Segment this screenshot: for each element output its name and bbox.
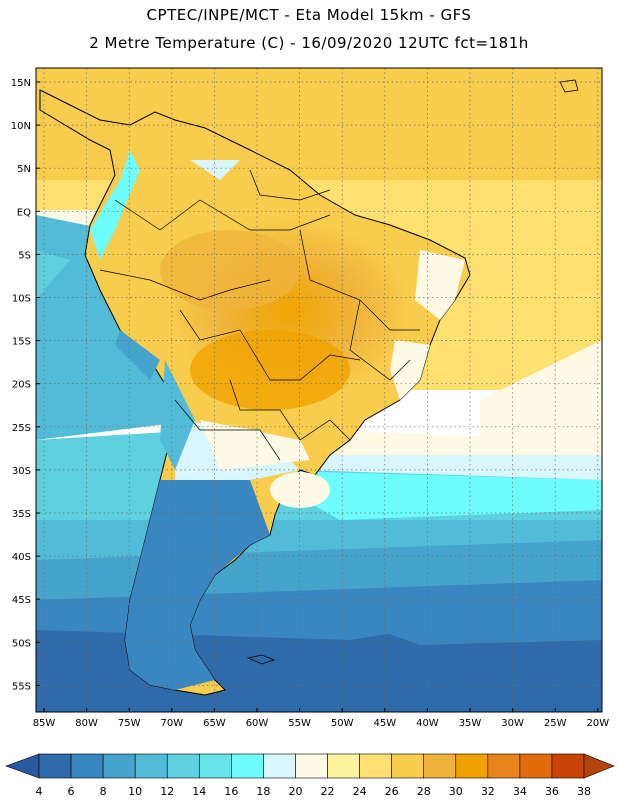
longitude-label: 25W [544, 718, 567, 729]
longitude-label: 45W [373, 718, 396, 729]
colorbar-segment [70, 753, 104, 779]
latitude-label: 50S [12, 638, 31, 649]
longitude-label: 30W [501, 718, 524, 729]
colorbar-segment [359, 753, 392, 779]
longitude-label: 80W [75, 718, 98, 729]
colorbar [5, 753, 615, 779]
latitude-label: 20S [12, 380, 31, 391]
latitude-label: 5N [17, 164, 31, 175]
latitude-label: 55S [12, 681, 31, 692]
colorbar-label: 28 [417, 785, 431, 798]
graticule [36, 68, 602, 712]
longitude-label: 20W [586, 718, 609, 729]
colorbar-label: 6 [68, 785, 75, 798]
longitude-label: 65W [203, 718, 226, 729]
latitude-label: 45S [12, 595, 31, 606]
colorbar-segment [455, 753, 489, 779]
colorbar-segment [295, 753, 328, 779]
longitude-label: 50W [331, 718, 354, 729]
colorbar-segment [198, 753, 232, 779]
longitude-label: 70W [160, 718, 183, 729]
colorbar-label: 26 [385, 785, 399, 798]
longitude-label: 35W [459, 718, 482, 729]
colorbar-labels: 4 6 8 10 12 14 16 18 20 22 24 26 28 30 32 34 36 38 [36, 785, 592, 798]
longitude-label: 75W [118, 718, 141, 729]
latitude-label: 35S [12, 509, 31, 520]
colorbar-segment [263, 753, 296, 779]
colorbar-segment [102, 753, 136, 779]
colorbar-label: 12 [160, 785, 174, 798]
colorbar-label: 32 [481, 785, 495, 798]
latitude-label: 15N [11, 78, 31, 89]
longitude-label: 60W [246, 718, 269, 729]
colorbar-label: 22 [321, 785, 335, 798]
colorbar-segment [38, 753, 72, 779]
colorbar-segment [391, 753, 425, 779]
latitude-labels: 15N 10N 5N EQ 5S 10S 15S 20S 25S 30S 35S 40S 45S 50S 5… [11, 78, 40, 692]
longitude-label: 85W [33, 718, 56, 729]
longitude-label: 40W [416, 718, 439, 729]
colorbar-label: 24 [353, 785, 367, 798]
colorbar-segment [423, 753, 457, 779]
colorbar-segment [231, 753, 264, 779]
latitude-label: 25S [12, 423, 31, 434]
colorbar-label: 16 [224, 785, 238, 798]
country-borders [99, 169, 420, 461]
latitude-label: 40S [12, 552, 31, 563]
map-title-line-1: CPTEC/INPE/MCT - Eta Model 15km - GFS [146, 6, 472, 24]
colorbar-segment [551, 753, 585, 779]
latitude-label: 10N [11, 121, 31, 132]
map-field [36, 68, 602, 712]
colorbar-label: 30 [449, 785, 463, 798]
latitude-label: EQ [17, 207, 31, 218]
longitude-labels: 85W 80W 75W 70W 65W 60W 55W 50W 45W 40W 35W 30W 25W 2… [33, 708, 609, 729]
latitude-label: 15S [12, 337, 31, 348]
colorbar-segment [519, 753, 553, 779]
colorbar-low-arrow [5, 753, 40, 779]
colorbar-label: 38 [577, 785, 591, 798]
colorbar-segment [327, 753, 360, 779]
colorbar-label: 14 [192, 785, 206, 798]
map-title-line-2: 2 Metre Temperature (C) - 16/09/2020 12U… [89, 34, 529, 52]
colorbar-label: 10 [128, 785, 142, 798]
latitude-label: 30S [12, 466, 31, 477]
colorbar-label: 18 [256, 785, 270, 798]
colorbar-segment [166, 753, 200, 779]
latitude-label: 5S [18, 250, 31, 261]
map-frame [35, 67, 603, 713]
colorbar-label: 4 [36, 785, 43, 798]
colorbar-label: 34 [513, 785, 527, 798]
colorbar-label: 8 [100, 785, 107, 798]
colorbar-label: 36 [545, 785, 559, 798]
colorbar-label: 20 [288, 785, 302, 798]
colorbar-high-arrow [583, 753, 615, 779]
latitude-label: 10S [12, 294, 31, 305]
colorbar-segment [487, 753, 521, 779]
colorbar-segment [134, 753, 168, 779]
longitude-label: 55W [288, 718, 311, 729]
